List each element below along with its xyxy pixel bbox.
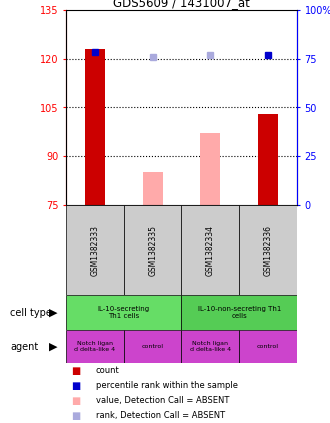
Text: ■: ■	[71, 396, 81, 406]
Title: GDS5609 / 1431007_at: GDS5609 / 1431007_at	[113, 0, 250, 9]
FancyBboxPatch shape	[182, 295, 297, 330]
FancyBboxPatch shape	[66, 205, 124, 295]
Text: ▶: ▶	[49, 341, 57, 352]
Text: agent: agent	[10, 341, 38, 352]
Bar	[85, 49, 105, 205]
Bar	[258, 114, 278, 205]
Text: ▶: ▶	[49, 308, 57, 318]
Text: control: control	[257, 344, 279, 349]
Text: cell type: cell type	[10, 308, 52, 318]
Text: ■: ■	[71, 410, 81, 420]
Text: Notch ligan
d delta-like 4: Notch ligan d delta-like 4	[190, 341, 231, 352]
FancyBboxPatch shape	[124, 330, 182, 363]
Text: count: count	[96, 366, 119, 375]
Text: ■: ■	[71, 381, 81, 390]
Text: GSM1382335: GSM1382335	[148, 225, 157, 275]
Text: GSM1382334: GSM1382334	[206, 225, 215, 275]
Text: Notch ligan
d delta-like 4: Notch ligan d delta-like 4	[74, 341, 116, 352]
FancyBboxPatch shape	[66, 295, 182, 330]
FancyBboxPatch shape	[182, 330, 239, 363]
Text: percentile rank within the sample: percentile rank within the sample	[96, 381, 238, 390]
Text: rank, Detection Call = ABSENT: rank, Detection Call = ABSENT	[96, 411, 225, 420]
FancyBboxPatch shape	[66, 330, 124, 363]
FancyBboxPatch shape	[239, 205, 297, 295]
Text: IL-10-secreting
Th1 cells: IL-10-secreting Th1 cells	[98, 306, 150, 319]
Text: value, Detection Call = ABSENT: value, Detection Call = ABSENT	[96, 396, 229, 405]
Text: ■: ■	[71, 365, 81, 376]
Text: GSM1382336: GSM1382336	[264, 225, 273, 275]
Text: control: control	[142, 344, 164, 349]
FancyBboxPatch shape	[239, 330, 297, 363]
FancyBboxPatch shape	[124, 205, 182, 295]
Text: GSM1382333: GSM1382333	[90, 225, 99, 275]
FancyBboxPatch shape	[182, 205, 239, 295]
Bar	[200, 134, 220, 205]
Text: IL-10-non-secreting Th1
cells: IL-10-non-secreting Th1 cells	[198, 306, 281, 319]
Bar	[143, 173, 163, 205]
